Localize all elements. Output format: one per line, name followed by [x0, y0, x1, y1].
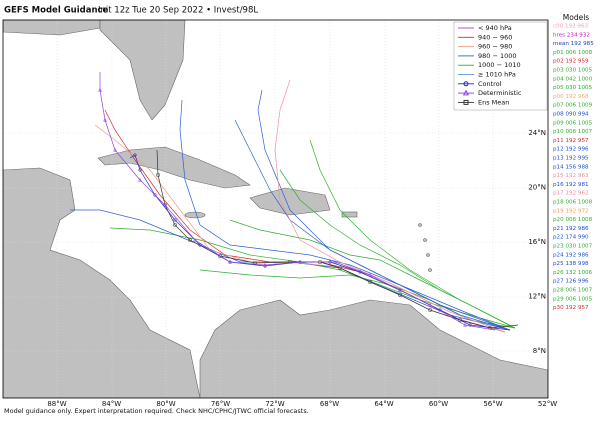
model-entry: p07 006 1009	[553, 103, 593, 109]
model-entry: p18 006 1008	[553, 200, 593, 206]
model-entry: p09 006 1005	[553, 120, 593, 126]
legend-marker	[463, 81, 469, 87]
model-entry: p04 042 1000	[553, 76, 593, 82]
subtitle: Init 12z Tue 20 Sep 2022 • Invest/98L	[98, 6, 258, 16]
lat-label: 24°N	[528, 129, 546, 137]
lon-label: 80°W	[156, 400, 175, 408]
title: GEFS Model Guidance	[4, 6, 109, 16]
lat-label: 8°N	[533, 347, 546, 355]
model-entry: p16 192 981	[553, 182, 589, 188]
legend-label: ≥ 1010 hPa	[478, 71, 516, 79]
model-entry: p20 006 1008	[553, 217, 593, 223]
lon-label: 52°W	[538, 400, 557, 408]
legend-label: < 940 hPa	[478, 24, 512, 32]
model-entry: p12 192 996	[553, 147, 589, 153]
model-entry: c00 192 963	[553, 24, 589, 30]
models-list: c00 192 963 hres 234 932 mean 192 985 p01 0…	[553, 24, 594, 312]
model-entry: p24 192 986	[553, 252, 589, 258]
model-entry: p19 192 972	[553, 208, 589, 214]
legend-marker	[462, 89, 470, 96]
model-entry: p26 132 1006	[553, 270, 593, 276]
model-entry: p13 192 995	[553, 156, 589, 162]
model-entry: p29 006 1005	[553, 296, 593, 302]
lat-label: 20°N	[528, 184, 546, 192]
tracks	[70, 72, 519, 333]
lon-label: 84°W	[102, 400, 121, 408]
model-entry: p11 192 957	[553, 138, 589, 144]
model-entry: p02 192 959	[553, 59, 589, 65]
legend-label: Deterministic	[478, 89, 522, 97]
model-entry: p14 156 988	[553, 164, 589, 170]
model-entry: p05 030 1005	[553, 85, 593, 91]
model-entry: p10 006 1007	[553, 129, 593, 135]
model-entry: p01 006 1008	[553, 50, 593, 56]
model-entry: p03 030 1005	[553, 68, 593, 74]
lon-label: 64°W	[374, 400, 393, 408]
lat-label: 12°N	[528, 293, 546, 301]
legend-box	[453, 21, 548, 111]
legend-label: 940 − 960	[478, 33, 512, 41]
legend-label: 980 − 1000	[478, 52, 517, 60]
model-entry: p28 006 1007	[553, 288, 593, 294]
model-entry: p30 192 957	[553, 305, 589, 311]
model-entry: p23 030 1007	[553, 244, 593, 250]
lon-labels: 88°W 84°W 80°W 76°W 72°W 68°W 64°W 60°W 56°W 52°W	[47, 400, 557, 408]
legend-label: Ens Mean	[478, 98, 509, 106]
model-entry: p15 192 963	[553, 173, 589, 179]
model-entry: p21 192 986	[553, 226, 589, 232]
model-entry: p27 126 996	[553, 279, 589, 285]
lon-label: 72°W	[265, 400, 284, 408]
models-title: Models	[563, 13, 590, 22]
lat-label: 16°N	[528, 238, 546, 246]
model-entry: p17 192 962	[553, 191, 589, 197]
legend-label: 960 − 980	[478, 43, 512, 51]
model-entry: mean 192 985	[553, 41, 594, 47]
lon-label: 60°W	[429, 400, 448, 408]
model-entry: p22 174 990	[553, 235, 589, 241]
model-entry: hres 234 932	[553, 32, 590, 38]
model-entry: p25 138 998	[553, 261, 589, 267]
footer: Model guidance only. Expert interpretati…	[4, 407, 309, 415]
lon-label: 56°W	[483, 400, 502, 408]
legend-label: Control	[478, 80, 502, 88]
model-entry: p06 192 968	[553, 94, 589, 100]
model-entry: p08 090 994	[553, 112, 589, 118]
legend-label: 1000 − 1010	[478, 61, 521, 69]
lon-label: 76°W	[211, 400, 230, 408]
legend-marker	[463, 99, 469, 105]
lat-labels: 24°N 20°N 16°N 12°N 8°N	[528, 129, 546, 355]
lon-label: 88°W	[47, 400, 66, 408]
lon-label: 68°W	[320, 400, 339, 408]
